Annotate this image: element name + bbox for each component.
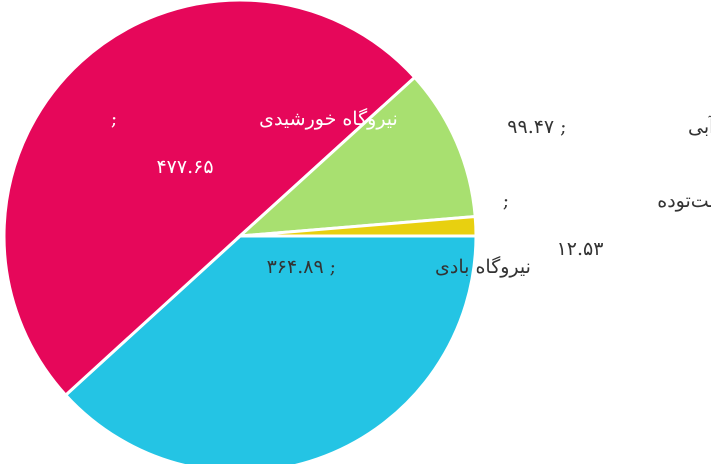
data-label: ; bbox=[111, 108, 117, 130]
pie-slice bbox=[239, 214, 478, 238]
data-label: نیروگاه خورشیدی bbox=[259, 107, 398, 130]
data-label: ۴۷۷.۶۵ bbox=[156, 156, 213, 178]
data-label: ۱۲.۵۳ bbox=[557, 238, 604, 260]
data-label: ; bbox=[330, 256, 336, 278]
pie-slice bbox=[235, 75, 477, 238]
pie-slice bbox=[2, 0, 417, 398]
data-label: ; bbox=[503, 190, 509, 212]
data-label: ۳۶۴.۸۹ bbox=[267, 256, 324, 278]
data-label: ۹۹.۴۷ bbox=[507, 116, 554, 138]
pie-slice bbox=[63, 234, 478, 464]
data-label: نیروگاه بادی bbox=[435, 255, 531, 278]
data-label: نیروگاه برق‌آبی bbox=[688, 115, 711, 138]
data-label: نیروگاه زیست‌توده bbox=[657, 189, 711, 212]
data-label: ; bbox=[560, 116, 566, 138]
